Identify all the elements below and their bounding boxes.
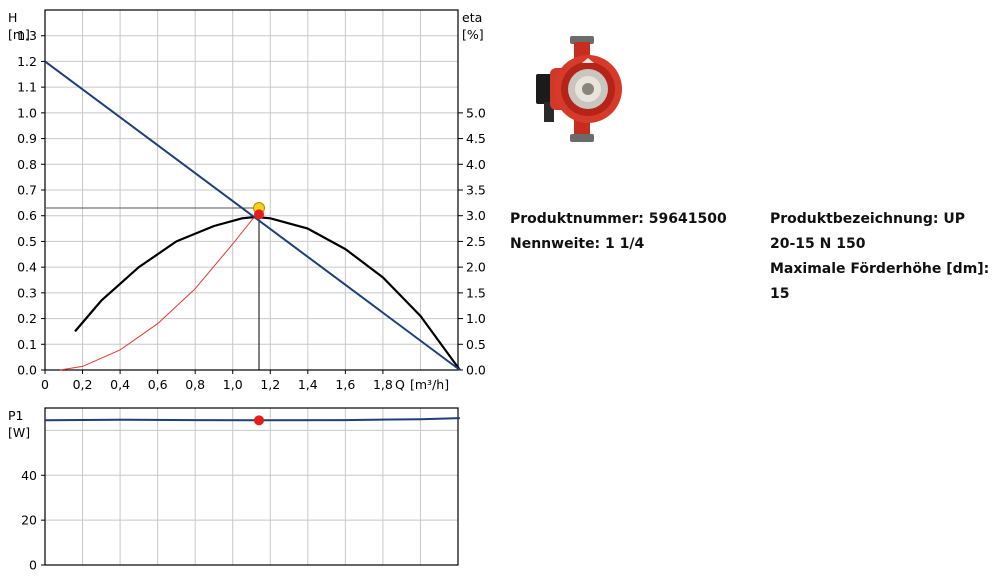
y2-tick-label: 3.0 [466,208,486,223]
x-tick-label: 0,4 [110,377,130,392]
y2-tick-label: 3.5 [466,183,486,198]
y-tick-label: 1.1 [17,80,37,95]
y-tick-label: 0.7 [17,183,37,198]
y2-tick-label: 0.0 [466,363,486,378]
y-axis-label: H [8,10,17,25]
product-designation-row: Produktbezeichnung: UP 20-15 N 150 [770,207,995,257]
x-tick-label: 0,6 [148,377,168,392]
y2-tick-label: 1.0 [466,311,486,326]
max-head-row: Maximale Förderhöhe [dm]: 15 [770,257,995,307]
y-tick-label: 1.3 [17,28,37,43]
product-designation-value: UP 20-15 N 150 [770,211,966,252]
y-axis-label: P1 [8,408,24,423]
product-number-value: 59641500 [648,211,727,227]
y-tick-label: 20 [21,513,37,528]
x-tick-label: 0 [41,377,49,392]
y-tick-label: 1.2 [17,54,37,69]
x-tick-label: 1,6 [335,377,355,392]
y-tick-label: 1.0 [17,105,37,120]
y2-tick-label: 4.5 [466,131,486,146]
y2-tick-label: 5.0 [466,105,486,120]
x-tick-label: 1,0 [223,377,243,392]
y2-axis-unit: [%] [462,27,484,42]
x-tick-label: 1,4 [298,377,318,392]
x-tick-label: 0,2 [73,377,93,392]
product-info-left: Produktnummer: 59641500 Nennweite: 1 1/4 [510,207,750,257]
max-head-label: Maximale Förderhöhe [dm]: [770,261,990,277]
nominal-width-label: Nennweite: [510,236,601,252]
y-tick-label: 0.4 [17,260,37,275]
y2-axis-label: eta [462,10,482,25]
y-tick-label: 0.1 [17,337,37,352]
system-curve [44,60,461,371]
efficiency-curve [59,215,256,371]
head-chart: 0.0 0.1 0.2 0.3 0.4 0.5 0.6 0.7 0.8 0.9 1.0 1.1 1.2 1… [8,9,486,392]
power-curve [44,417,460,422]
plot-frame [44,407,459,566]
y-axis-unit: [m] [8,27,30,42]
circulator-pump-icon [536,36,622,142]
duty-point [254,209,265,220]
x-axis-unit: [m³/h] [410,377,449,392]
product-number-row: Produktnummer: 59641500 [510,207,750,232]
y2-tick-label: 1.5 [466,285,486,300]
product-designation-label: Produktbezeichnung: [770,211,939,227]
y2-tick-label: 2.5 [466,234,486,249]
y2-tick-label: 2.0 [466,260,486,275]
y-tick-label: 0.3 [17,285,37,300]
x-tick-label: 1,2 [260,377,280,392]
y2-tick-label: 0.5 [466,337,486,352]
y-tick-label: 0.8 [17,157,37,172]
y2-tick-label: 4.0 [466,157,486,172]
power-duty-point [254,415,265,426]
product-info-right: Produktbezeichnung: UP 20-15 N 150 Maxim… [770,207,995,307]
y-tick-label: 0 [29,558,37,573]
y-tick-label: 0.0 [17,363,37,378]
x-tick-label: 1,8 [373,377,393,392]
x-axis-label: Q [395,377,405,392]
product-number-label: Produktnummer: [510,211,644,227]
y-tick-label: 0.5 [17,234,37,249]
max-head-value: 15 [770,286,790,302]
pump-image [530,32,642,152]
x-tick-label: 0,8 [185,377,205,392]
y-tick-label: 0.2 [17,311,37,326]
y-tick-label: 0.6 [17,208,37,223]
y-tick-label: 0.9 [17,131,37,146]
pump-curve [74,215,461,371]
y-tick-label: 40 [21,468,37,483]
y-axis-unit: [W] [8,425,30,440]
nominal-width-row: Nennweite: 1 1/4 [510,232,750,257]
power-chart: 0 20 40 P1 [W] [8,407,460,573]
nominal-width-value: 1 1/4 [605,236,645,252]
